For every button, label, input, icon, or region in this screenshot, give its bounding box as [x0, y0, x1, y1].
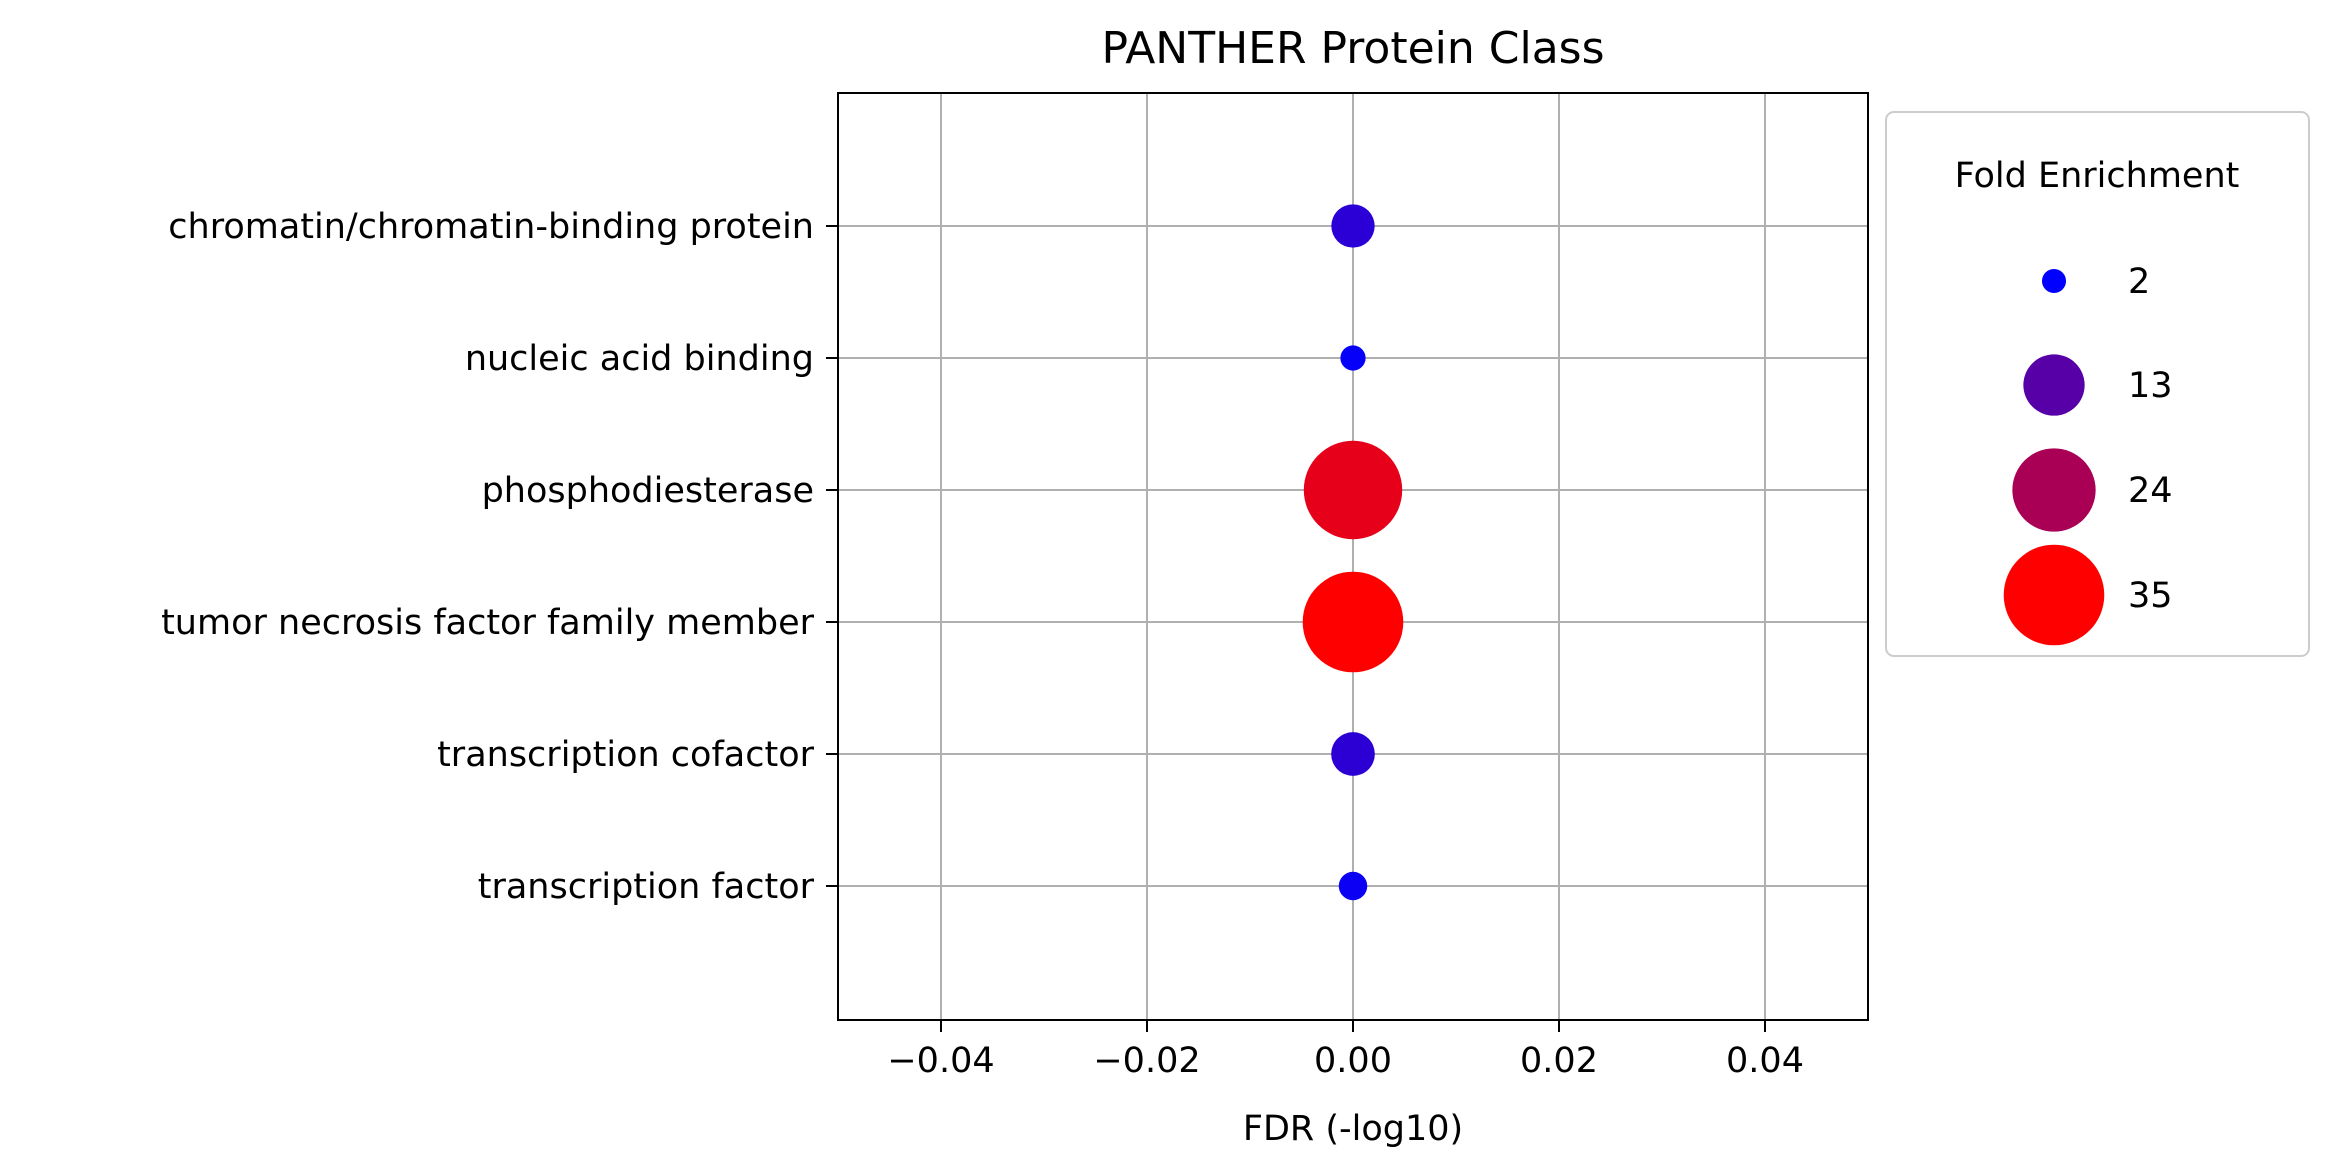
x-tick-label: 0.00 — [1314, 1041, 1392, 1081]
legend-marker — [2012, 448, 2096, 532]
x-axis-label: FDR (-log10) — [1243, 1109, 1463, 1149]
x-tick-label: −0.04 — [887, 1041, 994, 1081]
legend-frame — [1885, 111, 2310, 657]
x-tick-label: 0.02 — [1520, 1041, 1598, 1081]
legend-marker — [2041, 268, 2067, 294]
legend: Fold Enrichment 2 13 24 35 — [1885, 111, 2310, 657]
data-point — [1331, 732, 1375, 776]
x-tick-label: 0.04 — [1726, 1041, 1804, 1081]
y-tick-label: phosphodiesterase — [482, 471, 814, 511]
data-point — [1340, 345, 1366, 371]
x-axis: −0.04 −0.02 0.00 0.02 0.04 — [887, 1020, 1804, 1081]
data-point — [1331, 204, 1375, 248]
legend-title: Fold Enrichment — [1955, 156, 2240, 196]
y-tick-label: chromatin/chromatin-binding protein — [168, 207, 814, 247]
legend-marker — [2003, 544, 2105, 646]
legend-entries: 2 13 24 35 — [2003, 262, 2173, 646]
x-tick-label: −0.02 — [1093, 1041, 1200, 1081]
y-tick-label: tumor necrosis factor family member — [161, 603, 815, 643]
legend-marker — [2023, 354, 2085, 416]
data-point — [1303, 440, 1403, 540]
legend-label: 13 — [2128, 366, 2173, 406]
legend-label: 2 — [2128, 262, 2150, 302]
legend-label: 24 — [2128, 471, 2173, 511]
y-tick-label: nucleic acid binding — [465, 339, 814, 379]
points — [1302, 204, 1404, 901]
data-point — [1302, 571, 1404, 673]
legend-label: 35 — [2128, 576, 2173, 616]
chart-title: PANTHER Protein Class — [1101, 23, 1604, 74]
data-point — [1338, 871, 1368, 901]
y-tick-label: transcription cofactor — [437, 735, 815, 775]
y-tick-label: transcription factor — [478, 867, 815, 907]
y-axis: chromatin/chromatin-binding protein nucle… — [161, 207, 838, 907]
